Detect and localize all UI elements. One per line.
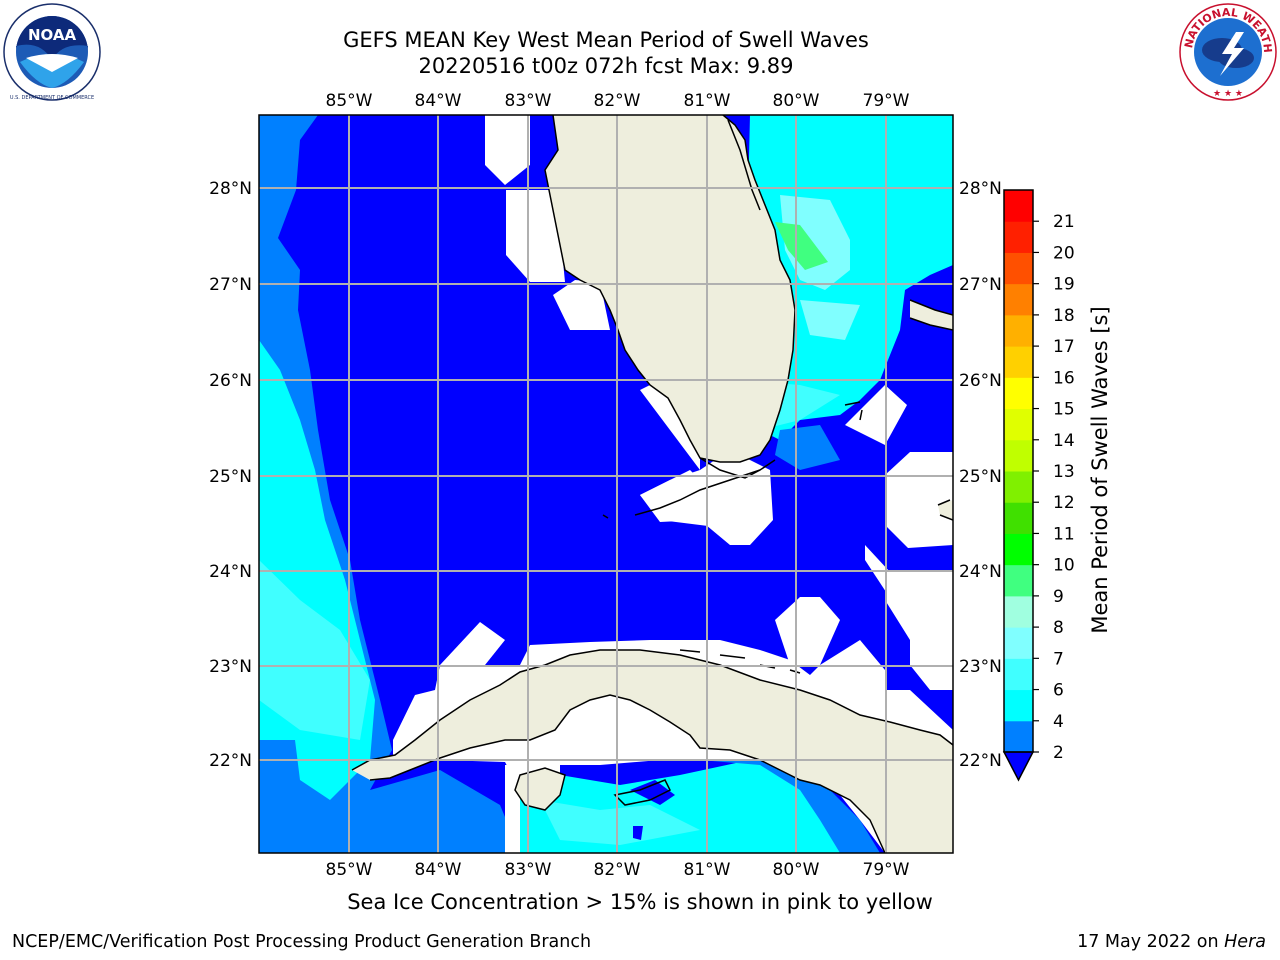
colorbar-segment bbox=[1004, 283, 1033, 316]
colorbar-segment bbox=[1004, 190, 1033, 222]
colorbar-segment bbox=[1004, 658, 1033, 691]
colorbar-tick-label: 8 bbox=[1053, 618, 1064, 638]
colorbar-tick-label: 17 bbox=[1053, 337, 1075, 357]
lat-label-left: 22°N bbox=[209, 751, 252, 771]
lat-label-left: 25°N bbox=[209, 467, 252, 487]
lon-label-top: 81°W bbox=[684, 91, 731, 111]
colorbar-tick-label: 6 bbox=[1053, 681, 1064, 701]
lon-label-bottom: 82°W bbox=[594, 860, 641, 880]
lat-label-right: 28°N bbox=[959, 179, 1002, 199]
colorbar-segment bbox=[1004, 502, 1033, 534]
colorbar-segment bbox=[1004, 408, 1033, 441]
colorbar-segment bbox=[1004, 377, 1033, 410]
colorbar-tick-label: 7 bbox=[1053, 649, 1064, 669]
colorbar-segment bbox=[1004, 689, 1033, 722]
lon-label-bottom: 81°W bbox=[684, 860, 731, 880]
colorbar-tick-label: 12 bbox=[1053, 493, 1075, 513]
lat-label-right: 23°N bbox=[959, 657, 1002, 677]
colorbar-segment bbox=[1004, 346, 1033, 378]
lat-label-right: 25°N bbox=[959, 467, 1002, 487]
lat-label-right: 22°N bbox=[959, 751, 1002, 771]
colorbar-segment bbox=[1004, 627, 1033, 659]
colorbar-tick-label: 18 bbox=[1053, 306, 1075, 326]
noaa-logo-text: NOAA bbox=[28, 26, 77, 44]
lon-label-top: 80°W bbox=[773, 91, 820, 111]
noaa-logo: NOAA U.S. DEPARTMENT OF COMMERCE bbox=[3, 3, 101, 101]
colorbar-segment bbox=[1004, 564, 1033, 597]
nws-logo: NATIONAL WEATHER SERVICE ★ ★ ★ bbox=[1178, 2, 1277, 101]
svg-text:U.S. DEPARTMENT OF COMMERCE: U.S. DEPARTMENT OF COMMERCE bbox=[10, 95, 94, 101]
lat-label-left: 24°N bbox=[209, 562, 252, 582]
footer-host: Hera bbox=[1224, 932, 1266, 952]
lat-label-left: 28°N bbox=[209, 179, 252, 199]
lat-label-left: 23°N bbox=[209, 657, 252, 677]
footer-date-text: 17 May 2022 on bbox=[1077, 932, 1225, 952]
colorbar-tick-label: 13 bbox=[1053, 462, 1075, 482]
colorbar-extend-triangle bbox=[1002, 751, 1035, 782]
colorbar-segment bbox=[1004, 252, 1033, 285]
colorbar-segment bbox=[1004, 314, 1033, 347]
colorbar-tick-label: 11 bbox=[1053, 524, 1075, 544]
lon-label-top: 82°W bbox=[594, 91, 641, 111]
lon-label-bottom: 84°W bbox=[415, 860, 462, 880]
colorbar-tick-label: 9 bbox=[1053, 587, 1064, 607]
colorbar-tick-label: 14 bbox=[1053, 431, 1075, 451]
lon-label-top: 79°W bbox=[863, 91, 910, 111]
lat-label-right: 26°N bbox=[959, 371, 1002, 391]
lon-label-bottom: 79°W bbox=[863, 860, 910, 880]
svg-text:★ ★ ★: ★ ★ ★ bbox=[1213, 89, 1243, 99]
colorbar-segment bbox=[1004, 720, 1033, 753]
chart-subtitle: 20220516 t00z 072h fcst Max: 9.89 bbox=[418, 54, 794, 78]
colorbar-segment bbox=[1004, 533, 1033, 566]
sea-ice-caption: Sea Ice Concentration > 15% is shown in … bbox=[347, 890, 933, 914]
colorbar-label: Mean Period of Swell Waves [s] bbox=[1088, 306, 1112, 633]
graticule bbox=[259, 115, 953, 853]
map-fields bbox=[259, 115, 953, 853]
lat-label-right: 27°N bbox=[959, 275, 1002, 295]
lat-label-left: 26°N bbox=[209, 371, 252, 391]
colorbar-tick-label: 4 bbox=[1053, 712, 1064, 732]
footer-credit: NCEP/EMC/Verification Post Processing Pr… bbox=[12, 932, 592, 952]
colorbar-tick-label: 15 bbox=[1053, 400, 1075, 420]
colorbar-tick-label: 10 bbox=[1053, 556, 1075, 576]
colorbar: 2 4 6 7 8 9 10 11 12 13 14 15 16 17 18 19 20 21 bbox=[1002, 189, 1075, 782]
lat-label-left: 27°N bbox=[209, 275, 252, 295]
lat-label-right: 24°N bbox=[959, 562, 1002, 582]
chart-title: GEFS MEAN Key West Mean Period of Swell … bbox=[343, 28, 869, 52]
lon-label-bottom: 85°W bbox=[326, 860, 373, 880]
colorbar-tick-label: 2 bbox=[1053, 743, 1064, 763]
footer-date: 17 May 2022 on Hera bbox=[1077, 932, 1266, 952]
colorbar-segment bbox=[1004, 595, 1033, 628]
colorbar-segment bbox=[1004, 221, 1033, 253]
lon-label-top: 83°W bbox=[505, 91, 552, 111]
colorbar-tick-label: 19 bbox=[1053, 275, 1075, 295]
colorbar-tick-label: 20 bbox=[1053, 243, 1075, 263]
lon-label-top: 85°W bbox=[326, 91, 373, 111]
lon-label-top: 84°W bbox=[415, 91, 462, 111]
map-frame bbox=[258, 114, 954, 854]
lon-label-bottom: 80°W bbox=[773, 860, 820, 880]
lon-label-bottom: 83°W bbox=[505, 860, 552, 880]
colorbar-tick-label: 21 bbox=[1053, 212, 1075, 232]
colorbar-segment bbox=[1004, 471, 1033, 503]
colorbar-segment bbox=[1004, 439, 1033, 472]
colorbar-tick-label: 16 bbox=[1053, 368, 1075, 388]
